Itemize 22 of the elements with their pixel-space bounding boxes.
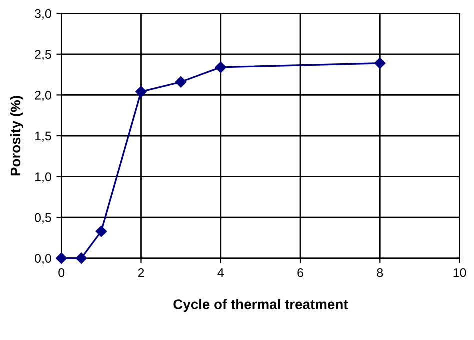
x-tick-label: 10 (454, 268, 466, 278)
x-tick-label: 4 (218, 268, 224, 278)
point (136, 86, 147, 98)
y-axis-title: Porosity (%) (10, 96, 24, 176)
x-tick-label: 2 (138, 268, 144, 278)
y-tick-label: 3,0 (35, 9, 52, 20)
point (175, 76, 187, 88)
y-tick-label: 1,0 (35, 172, 52, 183)
y-tick-label: 2,0 (35, 91, 52, 102)
y-tick-label: 2,5 (35, 50, 52, 61)
point (76, 252, 88, 264)
x-tick-label: 0 (58, 268, 65, 278)
x-tick-label: 6 (298, 268, 304, 278)
point (374, 58, 386, 69)
point (96, 226, 108, 238)
y-tick-label: 0,0 (35, 254, 52, 265)
point (56, 252, 68, 264)
y-tick-label: 0,5 (35, 213, 52, 224)
x-tick-label: 8 (377, 268, 384, 278)
y-tick-label: 1,5 (35, 132, 52, 142)
point (215, 62, 226, 74)
x-axis-title: Cycle of thermal treatment (174, 299, 348, 312)
